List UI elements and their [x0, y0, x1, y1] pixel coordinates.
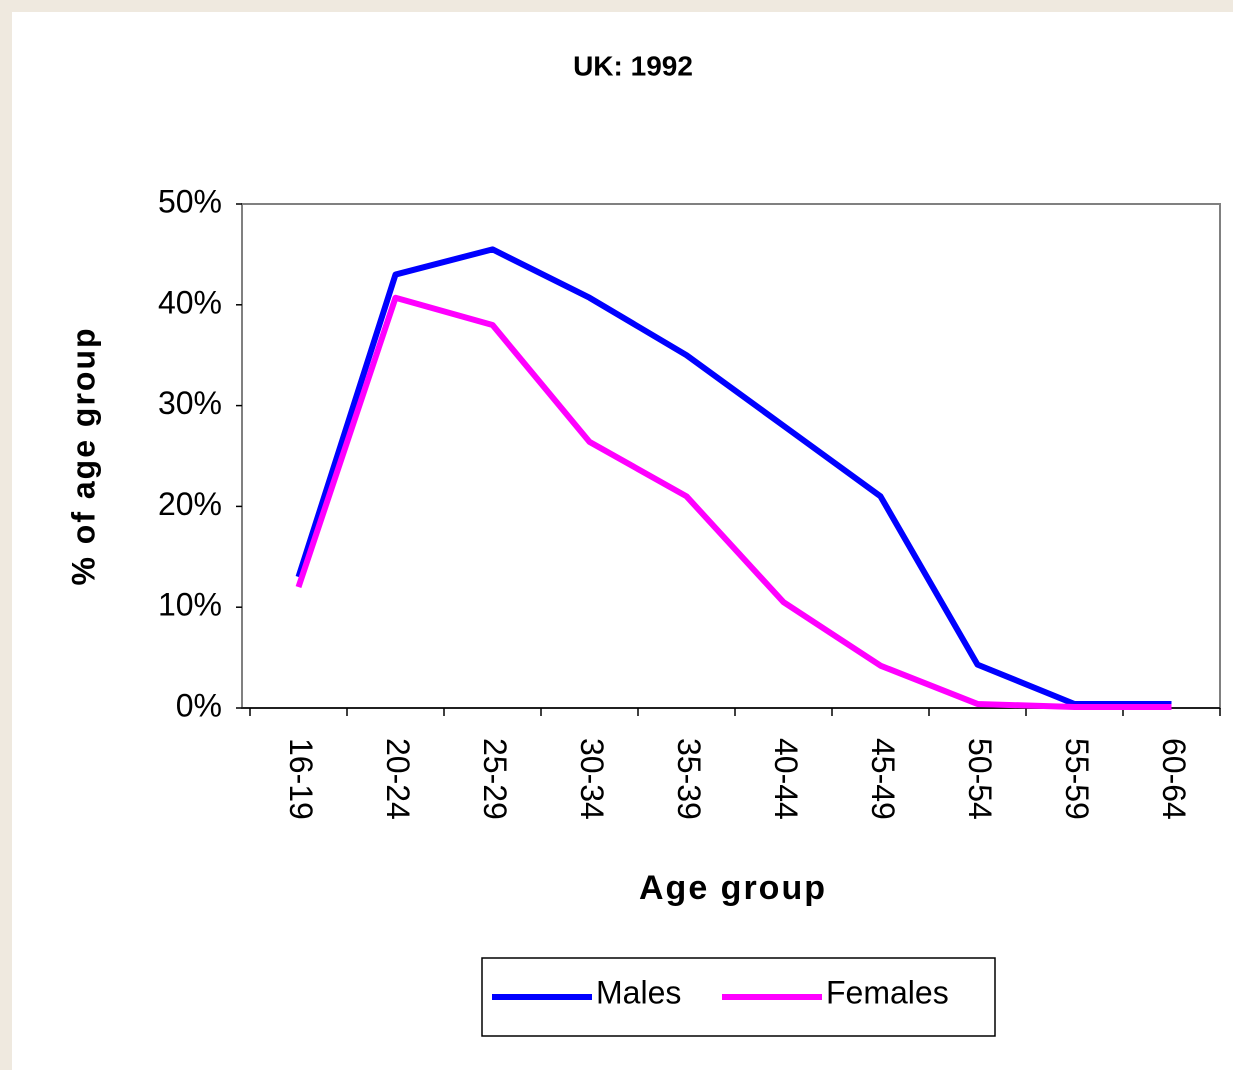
x-tick-label: 25-29: [477, 738, 513, 820]
y-tick-label: 0%: [176, 687, 222, 723]
y-tick-label: 10%: [158, 587, 222, 623]
x-axis-title: Age group: [639, 869, 827, 907]
y-tick-label: 20%: [158, 486, 222, 522]
x-tick-label: 40-44: [768, 738, 804, 820]
y-axis-title: % of age group: [65, 326, 101, 585]
x-tick-label: 20-24: [380, 738, 416, 820]
legend-label: Males: [596, 974, 681, 1010]
background: [12, 12, 1233, 1070]
x-tick-label: 16-19: [283, 738, 319, 820]
x-tick-label: 60-64: [1156, 738, 1192, 820]
line-series: [295, 294, 1172, 710]
y-tick-label: 50%: [158, 183, 222, 219]
y-tick-label: 30%: [158, 385, 222, 421]
x-tick-label: 30-34: [574, 738, 610, 820]
x-tick-label: 35-39: [671, 738, 707, 820]
y-tick-label: 40%: [158, 284, 222, 320]
line-series: [295, 246, 1172, 707]
legend-label: Females: [826, 974, 949, 1010]
x-tick-label: 50-54: [962, 738, 998, 820]
x-tick-label: 55-59: [1059, 738, 1095, 820]
chart-title: UK: 1992: [573, 50, 693, 81]
x-tick-label: 45-49: [865, 738, 901, 820]
